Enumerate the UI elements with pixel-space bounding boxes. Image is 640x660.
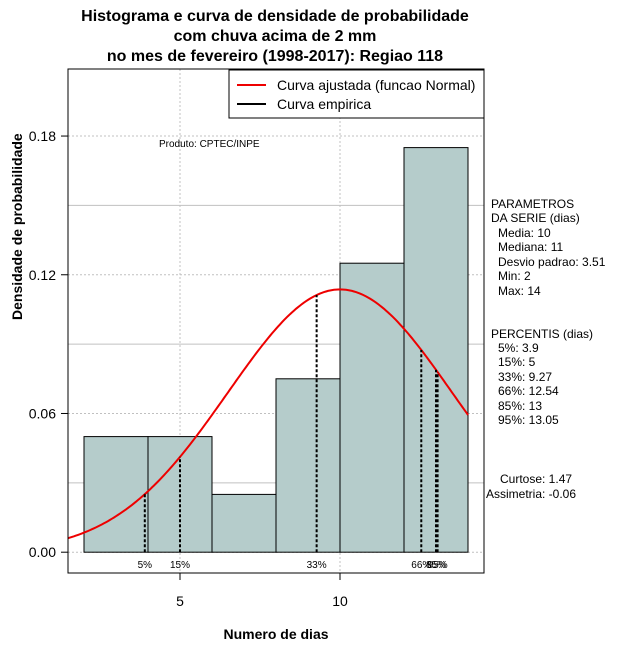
x-tick-label: 5 xyxy=(176,593,184,609)
percentile-label: 33% xyxy=(307,560,327,571)
percentile-label: 95% xyxy=(428,560,448,571)
curtose-text: Curtose: 1.47 xyxy=(500,472,573,486)
percentile-label: 85% xyxy=(426,560,446,571)
parametros-desvio: Desvio padrao: 3.51 xyxy=(498,255,606,269)
legend-entry: Curva empirica xyxy=(277,96,371,112)
x-axis-title: Numero de dias xyxy=(223,626,329,642)
histogram-bar xyxy=(83,436,149,553)
chart-title-line-3: no mes de fevereiro (1998-2017): Regiao … xyxy=(106,48,444,65)
histogram-bar xyxy=(275,378,341,553)
percentis-p66: 66%: 12.54 xyxy=(498,384,559,398)
parametros-media: Media: 10 xyxy=(498,226,551,240)
chart-title-line-2: com chuva acima de 2 mm xyxy=(173,28,377,45)
histogram-bar xyxy=(211,493,277,553)
parametros-heading-1: PARAMETROS xyxy=(491,197,575,211)
parametros-min: Min: 2 xyxy=(498,269,531,283)
legend-box xyxy=(228,69,485,119)
legend-entry: Curva ajustada (funcao Normal) xyxy=(277,77,475,93)
percentile-label: 15% xyxy=(170,560,190,571)
x-tick-label: 10 xyxy=(332,593,348,609)
y-tick-label: 0.18 xyxy=(29,128,56,144)
fitted-normal-curve xyxy=(67,288,469,540)
percentis-p5: 5%: 3.9 xyxy=(498,341,539,355)
parametros-heading-2: DA SERIE (dias) xyxy=(491,211,580,225)
percentile-label: 66% xyxy=(411,560,431,571)
percentis-p85: 85%: 13 xyxy=(498,399,543,413)
percentile-label: 5% xyxy=(138,560,153,571)
y-tick-label: 0.00 xyxy=(29,544,56,560)
y-axis-title: Densidade de probabilidade xyxy=(9,133,25,320)
chart-title-line-1: Histograma e curva de densidade de proba… xyxy=(81,8,469,25)
parametros-mediana: Mediana: 11 xyxy=(498,240,564,254)
product-label: Produto: CPTEC/INPE xyxy=(159,139,260,150)
percentis-p95: 95%: 13.05 xyxy=(498,413,559,427)
y-tick-label: 0.12 xyxy=(29,267,56,283)
parametros-max: Max: 14 xyxy=(498,284,541,298)
percentis-heading: PERCENTIS (dias) xyxy=(491,327,594,341)
assimetria-text: Assimetria: -0.06 xyxy=(486,487,577,501)
histogram-bar xyxy=(339,262,405,553)
plot-frame xyxy=(67,68,485,574)
percentis-p15: 15%: 5 xyxy=(498,355,536,369)
percentis-p33: 33%: 9.27 xyxy=(498,370,553,384)
y-tick-label: 0.06 xyxy=(29,405,56,421)
